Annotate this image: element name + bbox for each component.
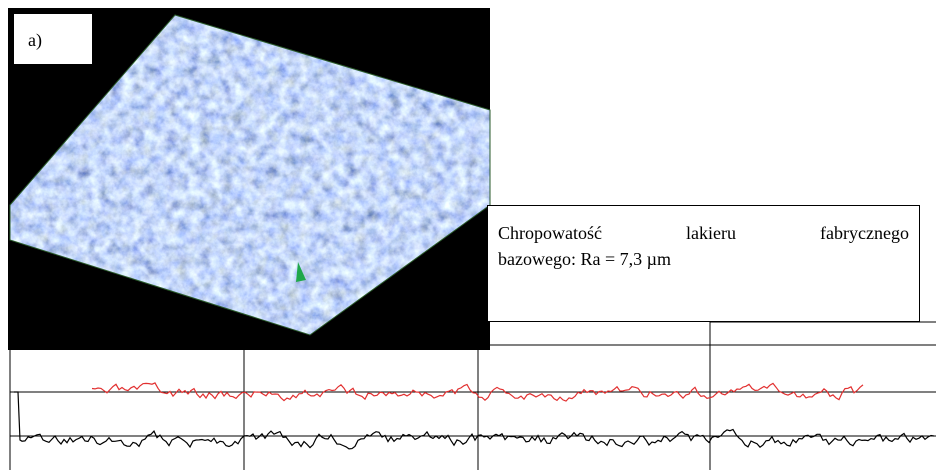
word: fabrycznego — [820, 220, 909, 246]
caption-text: Chropowatość lakieru fabrycznego — [498, 220, 909, 246]
word: lakieru — [686, 220, 736, 246]
page: a) Chropowatość lakieru fabrycznego bazowe… — [0, 0, 936, 474]
caption-line: bazowego: Ra = 7,3 µm — [498, 246, 909, 272]
profile-black — [14, 392, 934, 449]
caption-line: Chropowatość lakieru fabrycznego — [498, 220, 909, 246]
caption-box: Chropowatość lakieru fabrycznego bazowego:… — [487, 205, 920, 322]
word: Chropowatość — [498, 220, 602, 246]
panel-label: a) — [14, 14, 92, 64]
